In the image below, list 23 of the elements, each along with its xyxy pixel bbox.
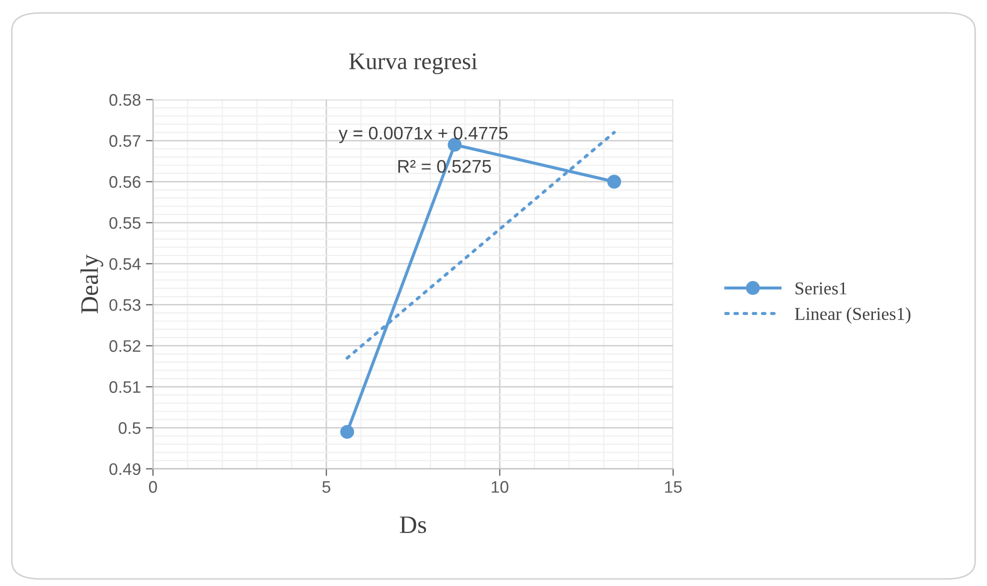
legend-label: Linear (Series1) (794, 307, 910, 324)
y-tick-label: 0.5 (118, 422, 140, 434)
y-tick-label: 0.56 (109, 176, 140, 188)
x-axis-title: Ds (400, 516, 426, 534)
y-axis-title: Dealy (80, 254, 104, 314)
chart-title: Kurva regresi (349, 53, 478, 74)
y-tick-label: 0.57 (109, 135, 140, 147)
y-tick-label: 0.55 (109, 217, 140, 229)
point (448, 138, 462, 152)
x-tick-label: 10 (492, 481, 508, 493)
y-tick-label: 0.58 (109, 94, 140, 106)
y-tick-label: 0.52 (109, 340, 140, 352)
point (340, 424, 354, 439)
y-tick-label: 0.49 (109, 463, 140, 476)
y-tick-label: 0.54 (109, 258, 141, 270)
y-tick-label: 0.51 (109, 381, 140, 393)
x-tick-label: 0 (149, 481, 157, 493)
x-tick-label: 5 (322, 481, 330, 493)
annotation: y = 0.0071x + 0.4775 (338, 126, 508, 144)
point (607, 174, 622, 189)
x-tick-label: 15 (665, 481, 682, 493)
legend-label: Series1 (796, 282, 846, 294)
y-tick-label: 0.53 (109, 299, 140, 311)
